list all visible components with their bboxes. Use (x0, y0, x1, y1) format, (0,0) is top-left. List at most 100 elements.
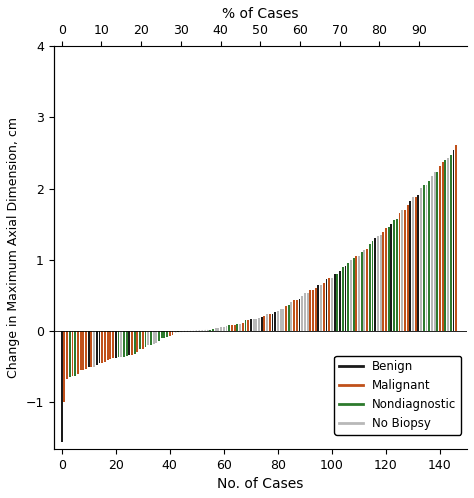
Bar (158, 331, 160, 342)
Bar (109, 331, 111, 359)
Bar (80, 331, 82, 371)
Bar (331, 277, 333, 331)
Bar (393, 220, 395, 331)
Bar (385, 228, 387, 331)
Bar (104, 331, 106, 363)
Bar (85, 331, 87, 369)
Bar (442, 162, 444, 331)
Bar (215, 328, 217, 331)
Bar (431, 176, 433, 331)
Bar (372, 242, 374, 331)
Bar (231, 325, 233, 331)
Bar (407, 205, 409, 331)
Bar (118, 331, 119, 357)
Bar (134, 331, 136, 354)
Bar (137, 331, 138, 352)
Bar (366, 249, 368, 331)
Bar (166, 331, 168, 337)
Bar (361, 252, 363, 331)
Bar (299, 299, 301, 331)
Bar (126, 331, 128, 356)
Bar (242, 323, 244, 331)
Bar (72, 331, 73, 376)
Bar (345, 266, 346, 331)
Bar (123, 331, 125, 357)
Bar (101, 331, 103, 363)
Bar (266, 314, 268, 331)
X-axis label: No. of Cases: No. of Cases (217, 477, 303, 491)
Bar (301, 296, 303, 331)
Bar (369, 244, 371, 331)
Bar (377, 236, 379, 331)
Bar (399, 213, 401, 331)
Bar (74, 331, 76, 376)
Bar (410, 201, 411, 331)
Bar (339, 271, 341, 331)
Bar (120, 331, 122, 357)
Bar (91, 331, 92, 367)
Bar (391, 224, 392, 331)
Bar (320, 285, 322, 331)
Bar (247, 320, 249, 331)
Bar (347, 263, 349, 331)
Bar (99, 331, 100, 363)
Bar (447, 158, 449, 331)
Bar (107, 331, 109, 360)
Bar (412, 197, 414, 331)
Bar (326, 279, 328, 331)
Bar (128, 331, 130, 355)
Bar (337, 274, 338, 331)
Bar (164, 331, 165, 338)
Bar (142, 331, 144, 349)
Bar (255, 319, 257, 331)
Bar (358, 255, 360, 331)
Bar (93, 331, 95, 367)
Bar (234, 325, 236, 331)
Bar (169, 331, 171, 336)
Bar (334, 274, 336, 331)
Bar (223, 327, 225, 331)
Bar (269, 314, 271, 331)
Bar (283, 309, 284, 331)
Bar (212, 329, 214, 331)
Y-axis label: Change in Maximum Axial Dimension, cm: Change in Maximum Axial Dimension, cm (7, 117, 20, 378)
Bar (218, 328, 219, 331)
Bar (318, 285, 319, 331)
Bar (328, 278, 330, 331)
Bar (291, 302, 292, 331)
Bar (77, 331, 79, 374)
Bar (296, 300, 298, 331)
Bar (115, 331, 117, 358)
Bar (280, 309, 282, 331)
Bar (439, 166, 441, 331)
Bar (420, 188, 422, 331)
Bar (258, 318, 260, 331)
Bar (310, 290, 311, 331)
Bar (239, 324, 241, 331)
Bar (445, 160, 447, 331)
Legend: Benign, Malignant, Nondiagnostic, No Biopsy: Benign, Malignant, Nondiagnostic, No Bio… (334, 356, 461, 435)
Bar (147, 331, 149, 346)
Bar (342, 267, 344, 331)
Bar (353, 257, 355, 331)
Bar (174, 331, 176, 332)
Bar (374, 238, 376, 331)
Bar (82, 331, 84, 370)
Bar (207, 330, 209, 331)
Bar (210, 330, 211, 331)
Bar (356, 256, 357, 331)
Bar (396, 219, 398, 331)
Bar (350, 260, 352, 331)
Bar (61, 331, 63, 442)
Bar (250, 320, 252, 331)
Bar (274, 312, 276, 331)
Bar (315, 288, 317, 331)
Bar (428, 181, 430, 331)
Bar (423, 185, 425, 331)
Bar (450, 155, 452, 331)
Bar (434, 172, 436, 331)
Bar (172, 331, 173, 335)
Bar (153, 331, 155, 344)
Bar (426, 185, 428, 331)
Bar (418, 195, 419, 331)
